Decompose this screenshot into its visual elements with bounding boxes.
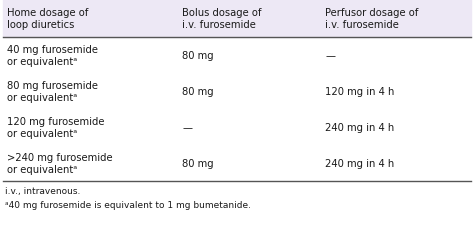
Text: —: — bbox=[182, 122, 192, 132]
Text: Perfusor dosage of
i.v. furosemide: Perfusor dosage of i.v. furosemide bbox=[325, 8, 419, 30]
Text: 40 mg furosemide
or equivalentᵃ: 40 mg furosemide or equivalentᵃ bbox=[7, 45, 98, 67]
Text: 80 mg: 80 mg bbox=[182, 51, 214, 61]
Text: i.v., intravenous.: i.v., intravenous. bbox=[5, 186, 81, 195]
Text: —: — bbox=[325, 51, 335, 61]
Text: Home dosage of
loop diuretics: Home dosage of loop diuretics bbox=[7, 8, 88, 30]
Text: ᵃ40 mg furosemide is equivalent to 1 mg bumetanide.: ᵃ40 mg furosemide is equivalent to 1 mg … bbox=[5, 200, 251, 209]
Text: 80 mg furosemide
or equivalentᵃ: 80 mg furosemide or equivalentᵃ bbox=[7, 80, 98, 103]
Bar bbox=[3, 0, 471, 38]
Text: 80 mg: 80 mg bbox=[182, 158, 214, 168]
Text: 120 mg furosemide
or equivalentᵃ: 120 mg furosemide or equivalentᵃ bbox=[7, 116, 104, 139]
Text: 240 mg in 4 h: 240 mg in 4 h bbox=[325, 158, 394, 168]
Text: Bolus dosage of
i.v. furosemide: Bolus dosage of i.v. furosemide bbox=[182, 8, 262, 30]
Text: 120 mg in 4 h: 120 mg in 4 h bbox=[325, 87, 395, 97]
Text: 80 mg: 80 mg bbox=[182, 87, 214, 97]
Text: >240 mg furosemide
or equivalentᵃ: >240 mg furosemide or equivalentᵃ bbox=[7, 152, 113, 174]
Text: 240 mg in 4 h: 240 mg in 4 h bbox=[325, 122, 394, 132]
